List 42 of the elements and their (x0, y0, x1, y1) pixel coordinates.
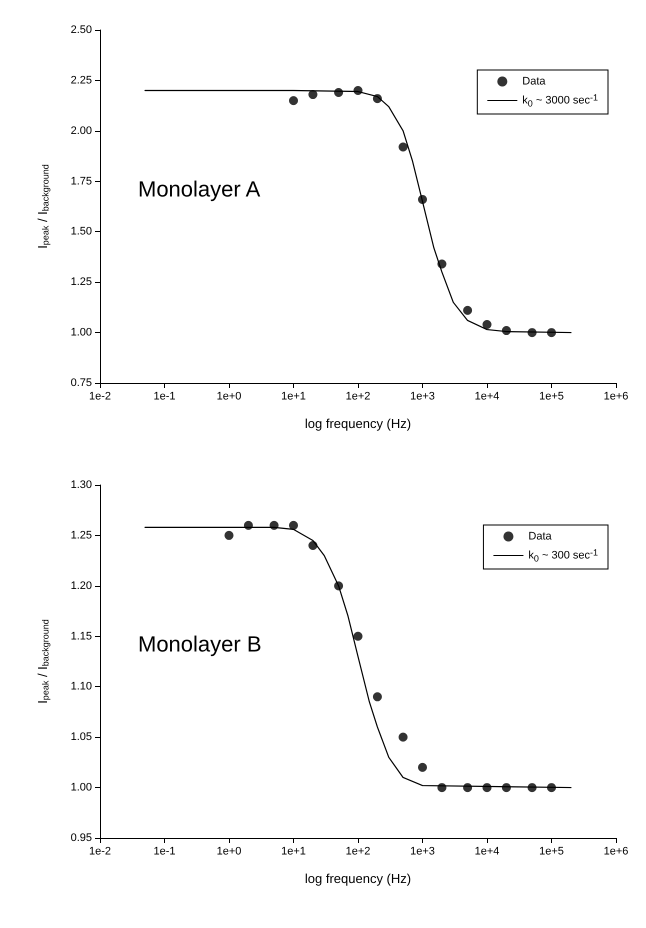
y-tick-label: 0.95 (70, 832, 92, 844)
x-axis-title: log frequency (Hz) (304, 871, 412, 886)
x-tick-label: 1e+6 (604, 390, 628, 402)
y-tick-label: 2.00 (70, 124, 92, 137)
x-tick-label: 1e+1 (281, 390, 306, 402)
annotation: Monolayer A (138, 176, 261, 202)
y-tick-label: 2.50 (70, 24, 92, 36)
y-tick-label: 1.75 (70, 175, 92, 188)
x-tick-label: 1e+3 (410, 390, 435, 402)
y-tick-label: 1.15 (70, 630, 92, 642)
x-axis-title: log frequency (Hz) (304, 416, 412, 431)
x-tick-label: 1e+2 (346, 390, 370, 402)
y-tick-label: 1.05 (70, 731, 92, 744)
y-tick-label: 1.25 (70, 529, 92, 542)
y-tick-label: 1.25 (70, 276, 92, 288)
legend-label: Data (522, 76, 546, 88)
y-axis-title: Ipeak / Ibackground (35, 619, 50, 704)
x-tick-label: 1e-1 (153, 846, 176, 858)
x-tick-label: 1e+5 (539, 846, 564, 858)
x-tick-label: 1e+0 (216, 846, 242, 858)
y-tick-label: 1.00 (70, 782, 92, 794)
x-tick-label: 1e+3 (410, 846, 435, 858)
x-tick-label: 1e-2 (88, 846, 112, 858)
y-tick-label: 1.50 (70, 226, 92, 238)
annotation: Monolayer B (138, 632, 262, 656)
x-tick-label: 1e+1 (281, 846, 306, 858)
x-tick-label: 1e+5 (539, 390, 564, 402)
y-tick-label: 1.00 (70, 326, 92, 339)
y-tick-label: 2.25 (70, 74, 92, 86)
x-tick-label: 1e+0 (216, 390, 242, 402)
x-tick-label: 1e+2 (346, 846, 370, 858)
y-axis-title: Ipeak / Ibackground (35, 164, 50, 249)
y-tick-label: 1.10 (70, 680, 92, 693)
x-tick-label: 1e-1 (153, 390, 176, 402)
legend-label: Data (528, 530, 553, 542)
y-tick-label: 1.30 (70, 479, 92, 491)
y-tick-label: 1.20 (70, 580, 92, 592)
y-tick-label: 0.75 (70, 377, 92, 389)
x-tick-label: 1e+6 (604, 846, 628, 858)
x-tick-label: 1e+4 (474, 846, 500, 858)
x-tick-label: 1e-2 (88, 390, 112, 402)
x-tick-label: 1e+4 (474, 390, 500, 402)
